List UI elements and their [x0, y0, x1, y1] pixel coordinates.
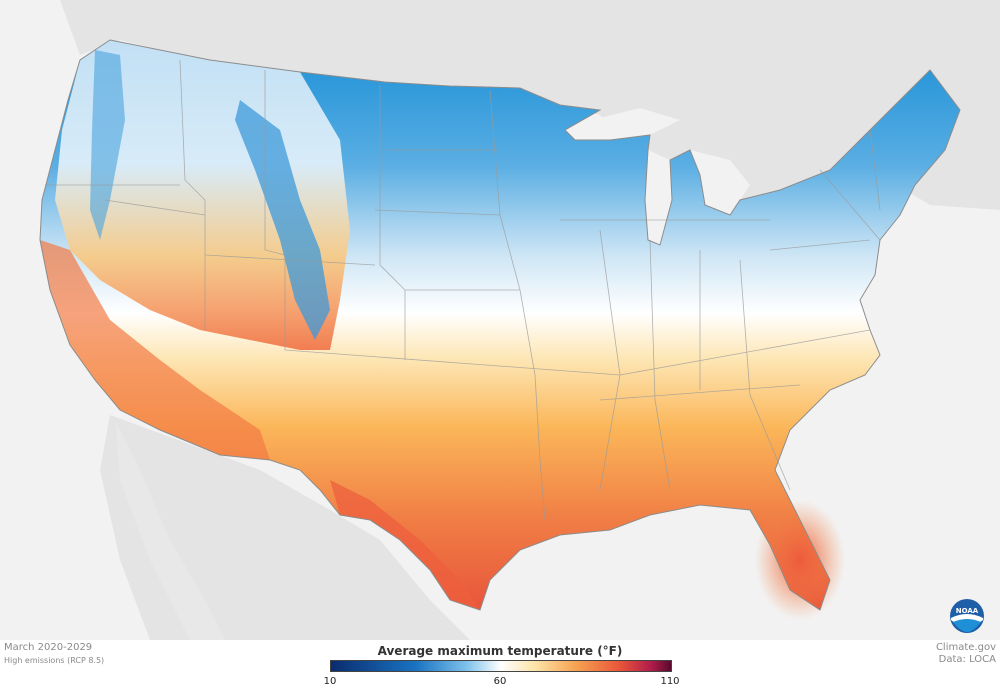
- cascades-cold-band: [90, 50, 125, 240]
- scenario-label: High emissions (RCP 8.5): [4, 656, 105, 665]
- southwest-hot-region: [40, 240, 270, 460]
- data-source-label: Data: LOCA: [938, 654, 996, 665]
- legend-title: Average maximum temperature (°F): [377, 644, 623, 658]
- noaa-logo-text: NOAA: [956, 607, 979, 615]
- source-label: Climate.gov: [935, 642, 996, 653]
- florida-hot-region: [755, 500, 845, 620]
- mountain-west-region: [55, 40, 350, 350]
- map-footer: March 2020-2029 High emissions (RCP 8.5)…: [0, 640, 1000, 690]
- lake-superior: [565, 108, 680, 140]
- state-borders: [45, 59, 881, 521]
- lake-huron: [690, 150, 750, 215]
- us-outline: [39, 39, 961, 611]
- temperature-map: NOAA: [39, 0, 1000, 640]
- map-svg: [39, 0, 1000, 640]
- legend-tick-min: 10: [323, 676, 337, 687]
- lake-michigan: [645, 150, 672, 245]
- legend-color-bar: [330, 660, 672, 672]
- legend-tick-max: 110: [660, 676, 680, 687]
- legend-tick-mid: 60: [493, 676, 507, 687]
- noaa-logo: NOAA: [950, 599, 984, 633]
- canada-landmass: [60, 0, 1000, 245]
- baja-peninsula: [115, 420, 225, 640]
- period-label: March 2020-2029: [4, 642, 93, 653]
- rockies-cold-band: [235, 100, 330, 340]
